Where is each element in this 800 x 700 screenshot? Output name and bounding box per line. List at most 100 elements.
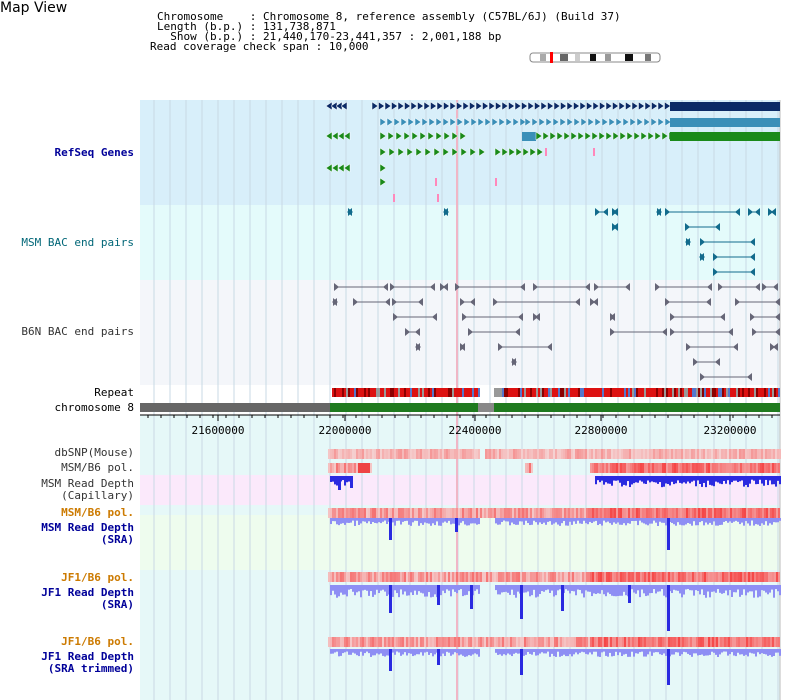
polymorphism-cell	[664, 637, 666, 647]
polymorphism-cell	[526, 572, 528, 582]
repeat-block	[418, 388, 420, 397]
depth-bar	[332, 476, 334, 482]
b6n-bac-pair-end	[775, 313, 780, 321]
polymorphism-cell	[694, 572, 696, 582]
polymorphism-cell	[384, 508, 386, 518]
polymorphism-cell	[624, 637, 626, 647]
repeat-block	[686, 388, 688, 397]
polymorphism-cell	[578, 508, 580, 518]
polymorphism-cell	[476, 449, 478, 459]
depth-bar	[559, 649, 561, 657]
polymorphism-cell	[374, 572, 376, 582]
polymorphism-cell	[547, 449, 549, 459]
polymorphism-cell	[537, 449, 539, 459]
gene-feature	[664, 101, 671, 111]
b6n-bac-pair-end	[498, 343, 503, 351]
depth-bar	[408, 518, 410, 525]
depth-bar	[701, 649, 703, 655]
polymorphism-cell	[704, 572, 706, 582]
depth-bar	[671, 649, 673, 655]
depth-bar	[705, 476, 707, 488]
polymorphism-cell	[648, 637, 650, 647]
polymorphism-cell	[362, 508, 364, 518]
depth-bar	[555, 518, 557, 523]
depth-bar	[695, 585, 697, 591]
chromosome-value: : Chromosome 8, reference assembly (C57B…	[249, 10, 621, 23]
polymorphism-cell	[604, 572, 606, 582]
depth-bar	[434, 518, 436, 526]
gene-feature	[508, 101, 515, 111]
polymorphism-cell	[613, 449, 615, 459]
polymorphism-cell	[368, 572, 370, 582]
polymorphism-cell	[362, 449, 364, 459]
repeat-block	[704, 388, 706, 397]
depth-bar	[685, 585, 687, 590]
polymorphism-cell	[738, 572, 740, 582]
depth-bar	[525, 518, 527, 521]
depth-bar	[511, 649, 513, 657]
polymorphism-cell	[499, 449, 501, 459]
depth-bar	[599, 585, 601, 594]
polymorphism-cell	[702, 508, 704, 518]
depth-bar	[609, 476, 611, 484]
polymorphism-cell	[330, 463, 332, 473]
polymorphism-cell	[404, 508, 406, 518]
msm-bac-pair-end	[771, 208, 776, 216]
b6n-bac-pair-end	[750, 313, 755, 321]
polymorphism-cell	[492, 508, 494, 518]
repeat-block	[566, 388, 568, 397]
polymorphism-cell	[626, 637, 628, 647]
polymorphism-cell	[376, 637, 378, 647]
polymorphism-cell	[394, 572, 396, 582]
polymorphism-cell	[622, 572, 624, 582]
polymorphism-cell	[505, 449, 507, 459]
polymorphism-cell	[578, 572, 580, 582]
track-label-jf1-depth-sra: JF1 Read Depth (SRA)	[41, 586, 134, 611]
depth-bar	[404, 518, 406, 522]
polymorphism-cell	[432, 449, 434, 459]
coverage-label: Read coverage check span	[150, 40, 309, 53]
repeat-block	[636, 388, 638, 397]
polymorphism-cell	[676, 637, 678, 647]
polymorphism-cell	[746, 572, 748, 582]
polymorphism-cell	[400, 449, 402, 459]
polymorphism-cell	[706, 637, 708, 647]
depth-bar	[366, 649, 368, 652]
depth-bar	[687, 476, 689, 482]
polymorphism-cell	[500, 508, 502, 518]
polymorphism-cell	[735, 449, 737, 459]
gene-feature	[404, 101, 411, 111]
polymorphism-cell	[544, 572, 546, 582]
depth-bar	[332, 585, 334, 591]
polymorphism-cell	[632, 637, 634, 647]
polymorphism-cell	[698, 508, 700, 518]
polymorphism-cell	[420, 572, 422, 582]
depth-bar	[541, 585, 543, 592]
repeat-block	[572, 388, 574, 397]
depth-bar	[737, 649, 739, 653]
polymorphism-cell	[358, 572, 360, 582]
polymorphism-cell	[334, 449, 336, 459]
depth-bar	[344, 518, 346, 525]
track-label-msm-b6-pol-1: MSM/B6 pol.	[61, 461, 134, 474]
repeat-block	[596, 388, 598, 397]
depth-bar	[454, 585, 456, 592]
depth-bar	[549, 518, 551, 522]
gene-feature	[435, 131, 443, 141]
depth-bar	[577, 649, 579, 655]
polymorphism-cell	[555, 449, 557, 459]
polymorphism-cell	[380, 637, 382, 647]
repeat-block	[382, 388, 384, 397]
gene-block	[670, 102, 780, 111]
depth-bar	[503, 585, 505, 593]
chromosome-gap	[140, 403, 330, 412]
repeat-block	[746, 388, 748, 397]
polymorphism-cell	[362, 637, 364, 647]
polymorphism-cell	[757, 449, 759, 459]
polymorphism-cell	[514, 572, 516, 582]
polymorphism-cell	[695, 449, 697, 459]
depth-bar	[681, 476, 683, 484]
polymorphism-cell	[358, 508, 360, 518]
depth-bar	[691, 518, 693, 526]
